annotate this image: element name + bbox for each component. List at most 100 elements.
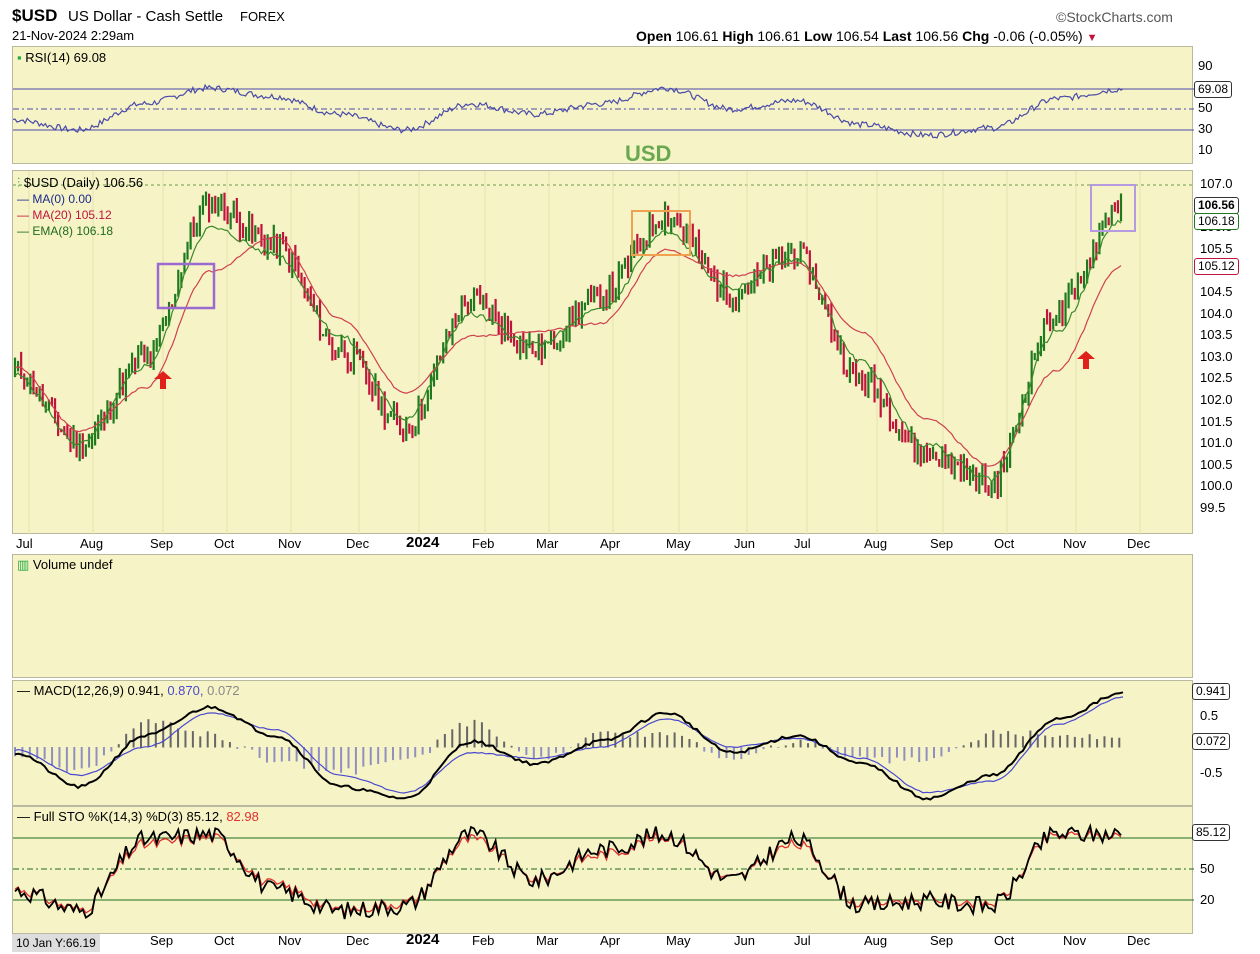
- macd-hist-bar: [280, 747, 283, 762]
- macd-hist-bar: [132, 728, 135, 748]
- sto-k-line: [14, 822, 1122, 920]
- macd-hist-bar: [421, 747, 424, 755]
- price-tick: 104.5: [1200, 284, 1233, 299]
- rsi-label-text: RSI(14) 69.08: [25, 50, 107, 65]
- macd-hist-bar: [1073, 736, 1076, 748]
- price-tick: 102.5: [1200, 370, 1233, 386]
- arrow-up-icon-sep: [154, 371, 172, 389]
- x-tick-label: Nov: [278, 536, 302, 551]
- macd-label-main: MACD(12,26,9) 0.941,: [33, 683, 164, 698]
- macd-hist-bar: [340, 747, 343, 773]
- macd-tag: 0.941: [1192, 683, 1231, 700]
- x-tick-label: Jul: [794, 933, 811, 948]
- macd-hist-bar: [429, 747, 432, 753]
- macd-hist-bar: [903, 747, 906, 761]
- sto-label: — Full STO %K(14,3) %D(3) 85.12, 82.98: [17, 809, 259, 824]
- macd-hist-bar: [881, 747, 884, 757]
- macd-hist-bar: [1014, 734, 1017, 748]
- rsi-tick: 90: [1198, 58, 1213, 73]
- macd-hist-bar: [354, 747, 357, 775]
- macd-hist-bar: [1110, 737, 1113, 748]
- x-tick-label: Dec: [1127, 536, 1151, 551]
- macd-hist-bar: [540, 747, 543, 757]
- macd-hist-bar: [406, 747, 409, 759]
- macd-hist-bar: [814, 740, 817, 748]
- last-value: 106.56: [915, 28, 959, 44]
- sto-label-main: Full STO %K(14,3) %D(3) 85.12,: [33, 809, 223, 824]
- macd-label: — MACD(12,26,9) 0.941, 0.870, 0.072: [17, 683, 240, 698]
- x-tick-label: May: [666, 536, 691, 551]
- macd-hist-bar: [480, 722, 483, 748]
- macd-hist-bar: [984, 733, 987, 748]
- price-tick: 101.0: [1200, 435, 1233, 451]
- x-tick-label: Apr: [600, 933, 621, 948]
- high-value: 106.61: [757, 28, 801, 44]
- macd-hist-bar: [873, 747, 876, 758]
- macd-hist-bar: [1007, 731, 1010, 748]
- macd-hist-bar: [1096, 739, 1099, 748]
- macd-hist-bar: [162, 720, 165, 748]
- macd-hist-bar: [191, 731, 194, 748]
- hist-tag: 0.072: [1192, 733, 1231, 750]
- price-tick: 104.0: [1200, 305, 1233, 321]
- symbol: $USD: [12, 6, 58, 25]
- macd-hist-bar: [1088, 734, 1091, 748]
- price-panel[interactable]: ⫶ $USD (Daily) 106.56 — MA(0) 0.00 — MA(…: [12, 170, 1194, 535]
- brand: ©StockCharts.com: [1056, 9, 1173, 25]
- macd-hist-bar: [80, 747, 83, 769]
- price-tick: 103.5: [1200, 327, 1233, 343]
- macd-hist-bar: [65, 747, 68, 773]
- macd-svg: [14, 691, 1124, 801]
- macd-hist-bar: [436, 739, 439, 748]
- macd-hist-bar: [1066, 734, 1069, 748]
- macd-hist-bar: [169, 722, 172, 748]
- macd-hist-bar: [681, 735, 684, 748]
- ma20-line: [14, 235, 1122, 467]
- sto-tick-50: 50: [1200, 861, 1215, 876]
- macd-hist-bar: [362, 747, 365, 767]
- sto-panel: — Full STO %K(14,3) %D(3) 85.12, 82.98: [12, 806, 1194, 934]
- macd-hist-bar: [547, 747, 550, 760]
- macd-hist-bar: [443, 733, 446, 748]
- macd-hist-bar: [910, 747, 913, 758]
- x-tick-label: Feb: [472, 933, 495, 948]
- chg-label: Chg: [962, 28, 990, 44]
- macd-hist-bar: [28, 747, 31, 756]
- rsi-panel: ▪ RSI(14) 69.08 USD: [12, 46, 1194, 166]
- macd-hist-bar: [799, 739, 802, 748]
- macd-hist-bar: [888, 747, 891, 764]
- macd-hist-bar: [399, 747, 402, 760]
- cursor-readout: 10 Jan Y:66.19: [12, 934, 100, 952]
- macd-hist-bar: [562, 747, 565, 753]
- macd-hist-bar: [703, 747, 706, 752]
- sto-svg: [13, 822, 1194, 920]
- macd-hist-bar: [651, 732, 654, 748]
- macd-hist-bar: [43, 747, 46, 760]
- x-tick-label: Jul: [794, 536, 811, 551]
- x-tick-label: Oct: [214, 536, 235, 551]
- macd-hist-bar: [154, 723, 157, 748]
- open-label: Open: [636, 28, 672, 44]
- high-label: High: [722, 28, 754, 44]
- macd-label-signal: 0.870,: [167, 683, 204, 698]
- sto-tick-20: 20: [1200, 892, 1215, 907]
- macd-hist-bar: [792, 743, 795, 748]
- macd-hist-bar: [125, 733, 128, 748]
- price-legend: ⫶ $USD (Daily) 106.56 — MA(0) 0.00 — MA(…: [17, 175, 143, 239]
- x-tick-label: Nov: [1063, 536, 1087, 551]
- x-tick-label: Aug: [864, 933, 888, 948]
- sto-label-d: 82.98: [226, 809, 259, 824]
- last-label: Last: [882, 28, 912, 44]
- macd-hist-bar: [777, 747, 780, 748]
- ohlc-readout: Open 106.61 High 106.61 Low 106.54 Last …: [636, 28, 1098, 44]
- x-axis-bottom: Sep Oct Nov Dec 2024 Feb Mar Apr May Jun Jul Aug Sep…: [0, 931, 1200, 951]
- x-tick-label: Jul: [16, 536, 33, 551]
- x-tick-label: Sep: [930, 933, 954, 948]
- macd-hist-bar: [466, 726, 469, 748]
- instrument-name: US Dollar - Cash Settle: [68, 8, 224, 25]
- macd-hist-bar: [858, 747, 861, 757]
- macd-hist-bar: [658, 732, 661, 748]
- macd-hist-bar: [21, 747, 24, 758]
- macd-hist-bar: [488, 729, 491, 748]
- macd-hist-bar: [784, 745, 787, 748]
